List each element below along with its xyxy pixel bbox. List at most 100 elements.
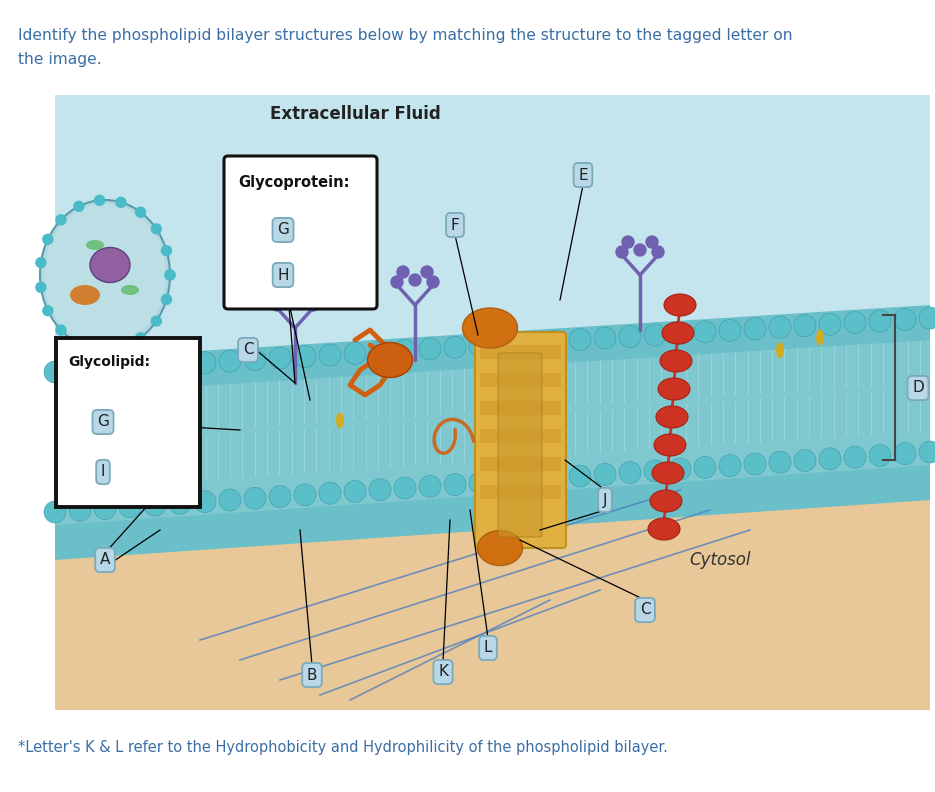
Text: H: H (278, 268, 289, 283)
Text: Cytosol: Cytosol (689, 551, 751, 569)
Text: Identify the phospholipid bilayer structures below by matching the structure to : Identify the phospholipid bilayer struct… (18, 28, 793, 43)
Ellipse shape (664, 294, 696, 316)
Circle shape (69, 499, 91, 521)
Circle shape (144, 494, 166, 516)
Circle shape (219, 350, 241, 372)
Text: D: D (913, 380, 924, 395)
Circle shape (244, 348, 266, 371)
Circle shape (744, 318, 766, 340)
Circle shape (594, 463, 616, 485)
Text: I: I (101, 464, 106, 479)
Ellipse shape (70, 285, 100, 305)
Bar (480, 457, 561, 471)
Text: E: E (578, 167, 588, 182)
Ellipse shape (648, 518, 680, 540)
Text: G: G (97, 414, 109, 429)
Ellipse shape (652, 462, 684, 484)
Circle shape (271, 299, 283, 311)
Circle shape (794, 450, 816, 471)
Circle shape (178, 400, 192, 414)
Circle shape (634, 244, 646, 256)
Circle shape (136, 333, 146, 343)
Circle shape (116, 197, 126, 208)
Circle shape (289, 297, 301, 309)
Text: A: A (100, 553, 110, 568)
Circle shape (269, 485, 291, 508)
Ellipse shape (336, 413, 344, 428)
Ellipse shape (650, 490, 682, 512)
Circle shape (136, 208, 146, 217)
Ellipse shape (86, 240, 104, 250)
Circle shape (269, 347, 291, 369)
Circle shape (394, 340, 416, 361)
Circle shape (169, 493, 191, 515)
Circle shape (694, 321, 716, 343)
Ellipse shape (90, 247, 130, 283)
Circle shape (794, 314, 816, 337)
Text: B: B (307, 668, 317, 683)
Circle shape (36, 257, 46, 268)
FancyBboxPatch shape (56, 338, 200, 507)
Ellipse shape (662, 322, 694, 344)
Circle shape (409, 274, 421, 286)
Text: Extracellular Fluid: Extracellular Fluid (269, 105, 440, 123)
Circle shape (162, 295, 171, 304)
Ellipse shape (463, 308, 517, 348)
Circle shape (319, 482, 341, 505)
Circle shape (43, 306, 53, 316)
Circle shape (919, 441, 935, 463)
Circle shape (819, 313, 841, 335)
Circle shape (844, 311, 866, 333)
Circle shape (869, 310, 891, 332)
Circle shape (294, 484, 316, 506)
Circle shape (151, 224, 162, 234)
Circle shape (294, 345, 316, 367)
Circle shape (165, 270, 175, 280)
Circle shape (427, 276, 439, 288)
Ellipse shape (121, 285, 139, 295)
Circle shape (844, 446, 866, 468)
Circle shape (544, 330, 566, 352)
Ellipse shape (478, 531, 523, 565)
Circle shape (644, 324, 666, 346)
Circle shape (277, 289, 289, 301)
Polygon shape (55, 340, 930, 525)
Circle shape (56, 326, 66, 335)
Text: C: C (243, 342, 253, 357)
Text: Glycolipid:: Glycolipid: (68, 355, 150, 369)
Circle shape (669, 322, 691, 345)
Circle shape (919, 307, 935, 329)
Circle shape (119, 356, 141, 379)
Circle shape (151, 316, 162, 326)
Text: G: G (277, 223, 289, 238)
Bar (480, 429, 561, 443)
Circle shape (344, 342, 366, 364)
Text: L: L (483, 641, 492, 656)
Ellipse shape (776, 342, 784, 358)
Circle shape (178, 386, 192, 400)
Circle shape (616, 246, 628, 258)
Circle shape (178, 372, 192, 386)
Text: J: J (603, 493, 607, 508)
Circle shape (622, 236, 634, 248)
Circle shape (569, 329, 591, 351)
Circle shape (544, 466, 566, 489)
Circle shape (94, 358, 116, 380)
Circle shape (444, 337, 466, 358)
Circle shape (56, 215, 66, 225)
Circle shape (391, 276, 403, 288)
Text: Glycoprotein:: Glycoprotein: (238, 174, 350, 189)
Circle shape (619, 462, 641, 484)
Circle shape (469, 472, 491, 494)
Circle shape (194, 352, 216, 374)
Circle shape (869, 444, 891, 466)
Ellipse shape (44, 204, 166, 346)
Polygon shape (55, 95, 930, 420)
Circle shape (182, 397, 188, 403)
Circle shape (307, 299, 319, 311)
Bar (480, 345, 561, 359)
Circle shape (182, 369, 188, 375)
Circle shape (419, 475, 441, 497)
Circle shape (94, 345, 105, 355)
Circle shape (162, 246, 171, 256)
